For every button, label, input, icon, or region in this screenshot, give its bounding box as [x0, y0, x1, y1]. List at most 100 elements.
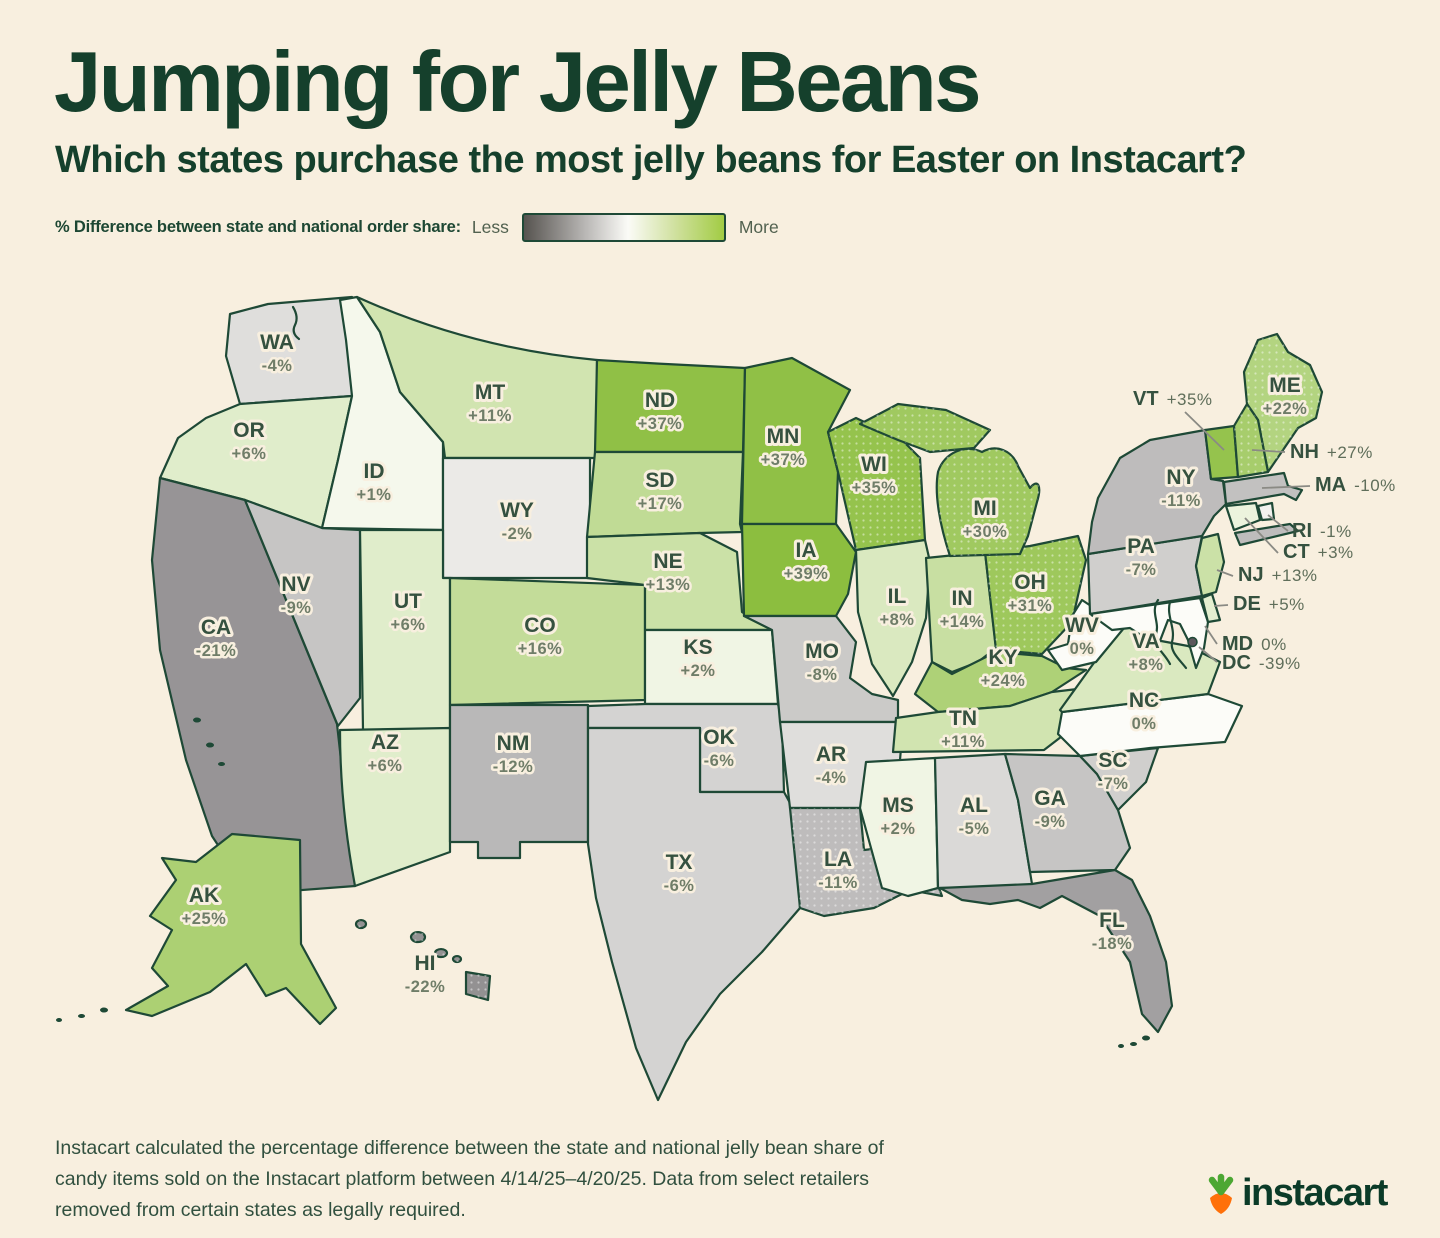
state-abbr-label: WY: [500, 499, 534, 522]
state-in: [924, 550, 998, 674]
page-subtitle: Which states purchase the most jelly bea…: [55, 139, 1247, 181]
callout-label-ct: CT +3%: [1283, 541, 1354, 563]
state-nc: [1056, 692, 1244, 758]
state-dc: [1187, 636, 1198, 648]
callout-label-de: DE +5%: [1233, 593, 1305, 615]
state-abbr-label: OH: [1014, 571, 1046, 594]
callout-label-nj: NJ +13%: [1238, 564, 1318, 586]
state-abbr-label: ND: [645, 389, 675, 412]
callout-line-nj: [1216, 569, 1234, 577]
state-value-label: +22%: [1263, 400, 1308, 418]
state-abbr-label: ME: [1269, 374, 1301, 397]
footer-line: candy items sold on the Instacart platfo…: [55, 1168, 870, 1190]
state-ak: [124, 832, 338, 1026]
legend-less-label: Less: [471, 216, 509, 237]
state-value-label: -6%: [664, 877, 695, 895]
callout-label-ma: MA -10%: [1315, 474, 1396, 496]
water-decoration: [1153, 598, 1188, 670]
carrot-body: [1210, 1192, 1232, 1214]
state-abbr-label: KS: [683, 636, 712, 659]
state-abbr-label: MI: [973, 497, 996, 520]
state-value-label: -9%: [281, 599, 312, 617]
water-decoration: [291, 305, 301, 341]
state-value-label: +35%: [852, 479, 897, 497]
state-nv: [243, 498, 362, 728]
callout-line-ct: [1244, 517, 1279, 554]
state-abbr-label: WI: [861, 453, 887, 476]
island-decoration: [192, 717, 226, 767]
state-value-label: -2%: [502, 525, 533, 543]
state-value-label: +13%: [646, 576, 691, 594]
callout-line-vt: [1184, 411, 1225, 451]
state-value-label: -11%: [1161, 492, 1201, 510]
footer-line: removed from certain states as legally r…: [55, 1199, 466, 1221]
carrot-leaf: [1208, 1173, 1234, 1195]
legend-label: % Difference between state and national …: [55, 217, 461, 236]
state-value-label: +24%: [981, 672, 1026, 690]
state-il: [854, 538, 932, 698]
state-value-label: 0%: [1132, 715, 1157, 733]
state-value-label: +2%: [681, 662, 716, 680]
callout-label-nh: NH +27%: [1290, 441, 1373, 463]
callout-label-md: MD 0%: [1222, 633, 1287, 655]
state-abbr-label: MS: [882, 794, 914, 817]
state-value-label: -4%: [262, 357, 293, 375]
state-value-label: -5%: [959, 820, 990, 838]
state-texture-hi: [355, 920, 490, 1000]
state-nj: [1194, 532, 1226, 598]
state-abbr-label: NV: [281, 573, 310, 596]
state-texture-oh: [985, 536, 1086, 654]
state-abbr-label: LA: [824, 848, 852, 871]
state-abbr-label: AR: [816, 743, 846, 766]
state-value-label: +30%: [963, 523, 1008, 541]
callout-label-vt: VT +35%: [1133, 388, 1213, 410]
state-abbr-label: FL: [1099, 909, 1125, 932]
footer-line: Instacart calculated the percentage diff…: [55, 1137, 884, 1159]
state-abbr-label: TN: [949, 707, 977, 730]
footer-note: Instacart calculated the percentage diff…: [55, 1133, 884, 1226]
callout-label-dc: DC -39%: [1222, 652, 1301, 674]
state-value-label: +17%: [638, 495, 683, 513]
state-abbr-label: IL: [888, 585, 907, 608]
state-value-label: -18%: [1092, 935, 1133, 953]
state-abbr-label: TX: [666, 851, 693, 874]
state-texture-wi: [828, 418, 925, 550]
callout-line-dc: [1198, 646, 1218, 663]
state-texture-mi: [936, 448, 1040, 556]
state-nm: [448, 703, 590, 860]
state-value-label: +2%: [881, 820, 916, 838]
state-fl: [938, 868, 1174, 1034]
callout-line-de: [1213, 604, 1229, 607]
state-abbr-label: IN: [952, 587, 973, 610]
state-texture-nh: [1234, 404, 1268, 477]
state-value-label: +11%: [468, 407, 512, 425]
state-value-label: +39%: [784, 565, 829, 583]
callout-line-nh: [1251, 449, 1286, 453]
state-value-label: -12%: [493, 758, 534, 776]
state-abbr-label: NM: [497, 732, 530, 755]
state-ny: [1086, 428, 1228, 556]
state-value-label: +37%: [761, 451, 806, 469]
state-value-label: -7%: [1126, 561, 1157, 579]
logo-text: instacart: [1242, 1172, 1388, 1214]
state-abbr-label: SC: [1098, 749, 1127, 772]
state-abbr-label: VA: [1132, 630, 1160, 653]
state-value-label: -7%: [1098, 775, 1129, 793]
legend-gradient-bar: [521, 212, 726, 242]
state-abbr-label: NY: [1166, 466, 1195, 489]
state-ct: [1224, 501, 1262, 532]
state-value-label: -22%: [405, 978, 446, 996]
state-abbr-label: CA: [201, 616, 231, 639]
state-abbr-label: AZ: [371, 731, 399, 754]
callout-line-ma: [1261, 485, 1311, 489]
state-value-label: -9%: [1035, 813, 1066, 831]
state-abbr-label: ID: [364, 460, 385, 483]
state-value-label: +1%: [357, 486, 392, 504]
state-abbr-label: PA: [1127, 535, 1155, 558]
state-abbr-label: OK: [703, 726, 735, 749]
state-mo: [742, 614, 900, 724]
state-abbr-label: NC: [1129, 689, 1159, 712]
state-abbr-label: MN: [767, 425, 800, 448]
carrot-icon: [1208, 1173, 1234, 1214]
